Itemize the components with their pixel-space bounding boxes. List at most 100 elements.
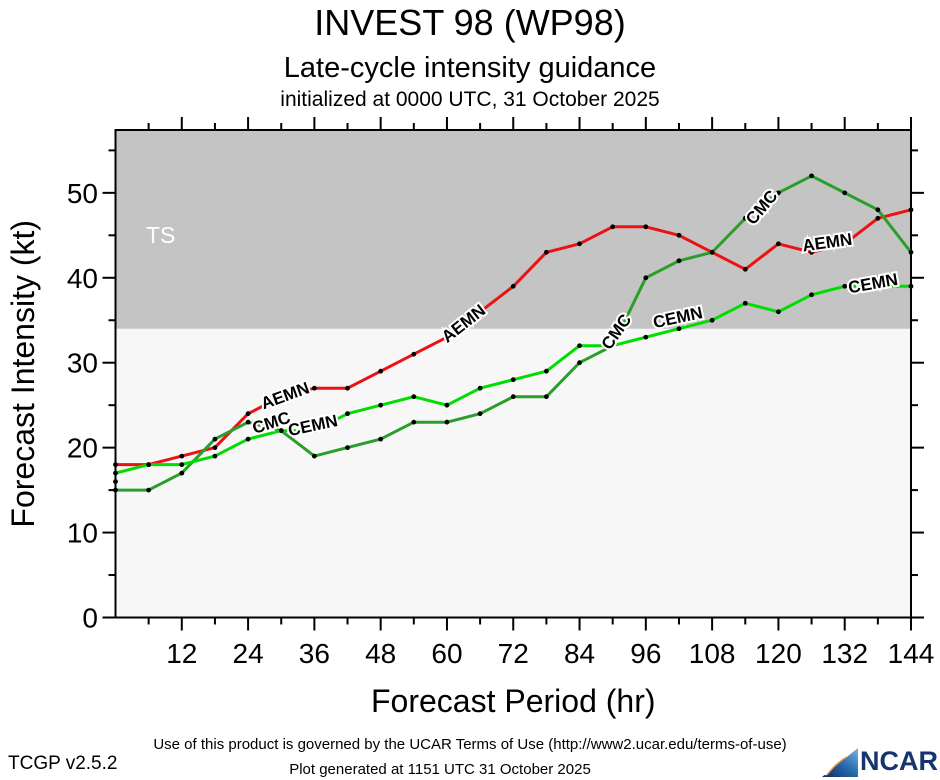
y-tick-label: 10 [67,518,98,549]
data-point-cemn [809,292,814,298]
tcgp-version-text: TCGP v2.5.2 [8,753,118,774]
data-point-aemn [477,309,483,315]
x-tick-label: 36 [299,638,330,669]
data-point-cemn [676,326,682,332]
page-title: INVEST 98 (WP98) [314,2,626,43]
data-point-cemn [113,470,118,476]
data-point-aemn [610,224,616,230]
x-tick-label: 72 [498,638,529,669]
x-tick-label: 12 [166,638,197,669]
data-point-cemn [245,436,251,442]
data-point-aemn [411,351,417,357]
data-point-aemn [676,232,682,238]
data-point-cmc [875,207,881,213]
data-point-aemn [444,334,450,340]
data-point-aemn [113,462,118,468]
x-axis-title: Forecast Period (hr) [371,683,656,719]
data-point-cemn [179,462,185,468]
data-point-cmc [776,190,781,196]
data-point-cemn [278,428,284,434]
data-point-cemn [411,394,417,400]
data-point-cemn [908,283,914,289]
data-point-aemn [510,283,516,289]
x-tick-label: 84 [564,638,595,669]
data-point-cmc [311,453,317,459]
x-tick-label: 108 [689,638,736,669]
data-point-aemn [378,368,384,374]
initial-intensity-marker [113,479,118,485]
init-time-line: initialized at 0000 UTC, 31 October 2025 [280,88,660,111]
data-point-cmc [212,436,218,442]
data-point-cemn [742,300,748,306]
ncar-logo-text: NCAR [860,746,938,776]
data-point-aemn [809,249,814,255]
data-point-aemn [543,249,549,255]
data-point-aemn [643,224,649,230]
data-point-cemn [875,283,881,289]
data-point-cemn [146,462,152,468]
data-point-aemn [776,241,781,247]
data-point-cemn [610,343,616,349]
data-point-cmc [709,249,715,255]
data-point-cmc [179,470,185,476]
data-point-cemn [643,334,649,340]
data-point-cemn [345,411,350,417]
x-tick-label: 96 [630,638,661,669]
data-point-cmc [908,249,914,255]
data-point-aemn [311,385,317,391]
plot-generated-text: Plot generated at 1151 UTC 31 October 20… [289,761,591,778]
data-point-aemn [345,385,350,391]
plot-background [115,328,911,618]
data-point-cmc [577,360,582,366]
data-point-aemn [875,215,881,221]
data-point-cemn [842,283,848,289]
y-tick-label: 0 [82,603,98,634]
data-point-cmc [742,215,748,221]
plot-border [114,129,912,619]
data-point-cemn [311,428,317,434]
data-point-cmc [444,419,450,425]
data-point-cemn [378,402,384,408]
data-point-cemn [709,317,715,323]
x-tick-label: 120 [755,638,802,669]
data-point-cmc [676,258,682,264]
data-point-cmc [411,419,417,425]
data-point-cmc [345,445,350,451]
ts-band-label: TS [146,222,175,248]
intensity-guidance-chart: TS 12 24 36 48 60 72 84 96 108 120 132 144 0 10 20 30 40 5… [5,117,935,719]
data-point-cmc [378,436,384,442]
data-point-aemn [278,394,284,400]
data-point-aemn [842,241,848,247]
data-point-aemn [908,207,914,213]
x-tick-label: 60 [431,638,462,669]
y-tick-label: 50 [67,178,98,209]
x-tick-label: 144 [888,638,935,669]
data-point-cemn [212,453,218,459]
ucar-terms-text: Use of this product is governed by the U… [153,736,787,753]
page-subtitle: Late-cycle intensity guidance [283,52,657,84]
ncar-logo-swoosh-icon [822,748,858,777]
data-point-cemn [510,377,516,383]
ts-intensity-band [115,130,911,329]
data-point-cmc [543,394,549,400]
data-point-cmc [113,487,118,493]
data-point-cmc [510,394,516,400]
data-point-cmc [146,487,152,493]
data-point-cmc [842,190,848,196]
data-point-cemn [444,402,450,408]
data-point-cmc [245,419,251,425]
data-point-aemn [577,241,582,247]
data-point-aemn [245,411,251,417]
x-tick-label: 132 [821,638,868,669]
data-point-cemn [477,385,483,391]
data-point-cmc [643,275,649,281]
data-point-cmc [809,173,814,179]
y-axis-title: Forecast Intensity (kt) [5,220,41,528]
ncar-logo: NCAR [820,744,938,778]
y-tick-label: 30 [67,348,98,379]
data-point-cmc [477,411,483,417]
data-point-cemn [776,309,781,315]
data-point-aemn [179,453,185,459]
data-point-cemn [577,343,582,349]
